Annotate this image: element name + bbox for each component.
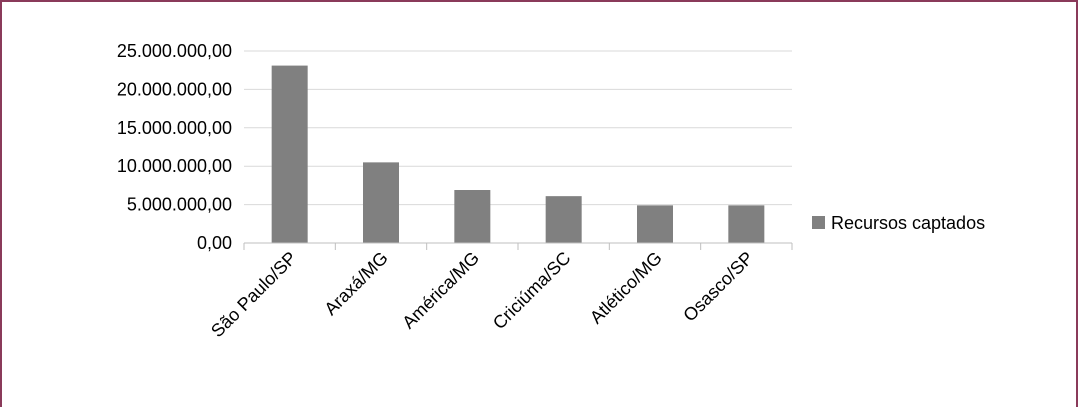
y-tick-label: 25.000.000,00 [117, 41, 232, 61]
x-category-label: São Paulo/SP [207, 248, 300, 341]
x-category-label: Criciúma/SC [489, 248, 575, 334]
bar [545, 196, 582, 243]
x-category-label: Atlético/MG [586, 248, 666, 328]
gridlines [244, 50, 792, 206]
x-category-label: Araxá/MG [320, 248, 391, 319]
bar [454, 190, 491, 243]
y-tick-label: 0,00 [197, 233, 232, 253]
bar [637, 205, 673, 243]
y-tick-label: 15.000.000,00 [117, 118, 232, 138]
legend-label: Recursos captados [831, 213, 985, 233]
x-axis-category-labels: São Paulo/SP Araxá/MG América/MG Criciúma/S… [207, 248, 757, 341]
bar [728, 205, 765, 243]
x-category-label: América/MG [398, 248, 483, 333]
legend-swatch [812, 216, 825, 229]
bars [271, 65, 765, 243]
y-tick-label: 5.000.000,00 [127, 195, 232, 215]
y-tick-label: 20.000.000,00 [117, 79, 232, 99]
legend: Recursos captados [812, 213, 985, 233]
x-category-label: Osasco/SP [679, 248, 757, 326]
x-axis [243, 242, 793, 250]
bar [363, 162, 399, 243]
bar [271, 65, 308, 243]
y-axis-tick-labels: 0,00 5.000.000,00 10.000.000,00 15.000.000,… [117, 41, 232, 253]
y-tick-label: 10.000.000,00 [117, 156, 232, 176]
